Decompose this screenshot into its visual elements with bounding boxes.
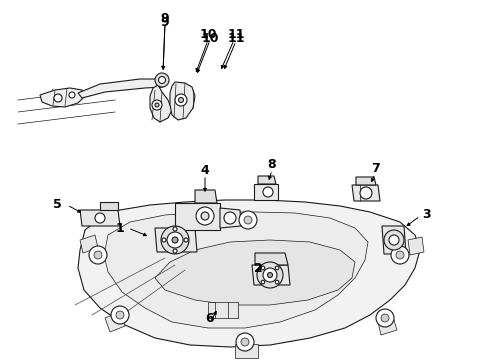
Circle shape	[152, 100, 162, 110]
Circle shape	[201, 212, 209, 220]
Text: 8: 8	[268, 158, 276, 171]
Circle shape	[175, 94, 187, 106]
Polygon shape	[254, 184, 278, 200]
Polygon shape	[352, 185, 380, 201]
Circle shape	[236, 333, 254, 351]
Polygon shape	[80, 210, 120, 226]
Polygon shape	[235, 344, 258, 358]
Polygon shape	[150, 85, 172, 122]
Circle shape	[381, 314, 389, 322]
Text: 9: 9	[161, 12, 170, 24]
Polygon shape	[220, 208, 241, 228]
Circle shape	[173, 227, 177, 231]
Circle shape	[158, 77, 166, 84]
Text: 5: 5	[52, 198, 61, 211]
Polygon shape	[40, 88, 84, 107]
Circle shape	[116, 311, 124, 319]
Circle shape	[224, 212, 236, 224]
Circle shape	[244, 216, 252, 224]
Circle shape	[69, 92, 75, 98]
Circle shape	[257, 262, 283, 288]
Polygon shape	[378, 317, 397, 335]
Circle shape	[384, 230, 404, 250]
Polygon shape	[255, 253, 288, 265]
Circle shape	[389, 235, 399, 245]
Circle shape	[263, 268, 277, 282]
Circle shape	[155, 103, 159, 107]
Circle shape	[261, 280, 265, 284]
Text: 7: 7	[370, 162, 379, 175]
Circle shape	[184, 238, 188, 242]
Text: 3: 3	[422, 208, 430, 221]
Text: 6: 6	[206, 311, 214, 324]
Circle shape	[162, 238, 166, 242]
Text: 10: 10	[201, 31, 219, 45]
Circle shape	[360, 187, 372, 199]
Polygon shape	[382, 226, 406, 254]
Polygon shape	[155, 228, 197, 252]
Text: 10: 10	[199, 27, 217, 40]
Polygon shape	[78, 200, 420, 347]
Polygon shape	[105, 312, 125, 332]
Text: 1: 1	[116, 221, 124, 234]
Polygon shape	[252, 265, 290, 285]
Polygon shape	[208, 302, 238, 318]
Polygon shape	[408, 237, 424, 255]
Text: 2: 2	[254, 261, 262, 274]
Circle shape	[241, 338, 249, 346]
Text: 9: 9	[161, 15, 170, 28]
Text: 11: 11	[227, 27, 245, 40]
Circle shape	[275, 266, 279, 270]
Text: 11: 11	[227, 31, 245, 45]
Circle shape	[396, 251, 404, 259]
Circle shape	[261, 266, 265, 270]
Polygon shape	[80, 235, 98, 253]
Circle shape	[391, 246, 409, 264]
Circle shape	[376, 309, 394, 327]
Circle shape	[54, 94, 62, 102]
Circle shape	[196, 207, 214, 225]
Circle shape	[268, 273, 272, 278]
Polygon shape	[258, 176, 276, 184]
Circle shape	[275, 280, 279, 284]
Circle shape	[155, 73, 169, 87]
Polygon shape	[155, 240, 355, 305]
Polygon shape	[356, 177, 376, 185]
Circle shape	[161, 226, 189, 254]
Circle shape	[172, 237, 178, 243]
Circle shape	[111, 306, 129, 324]
Polygon shape	[195, 190, 217, 203]
Circle shape	[173, 249, 177, 253]
Circle shape	[263, 187, 273, 197]
Polygon shape	[170, 82, 195, 120]
Polygon shape	[104, 212, 368, 328]
Circle shape	[167, 232, 183, 248]
Circle shape	[239, 211, 257, 229]
Polygon shape	[100, 202, 118, 210]
Polygon shape	[175, 203, 220, 230]
Circle shape	[95, 213, 105, 223]
Circle shape	[94, 251, 102, 259]
Circle shape	[178, 98, 183, 103]
Text: 4: 4	[200, 163, 209, 176]
Circle shape	[89, 246, 107, 264]
Polygon shape	[78, 79, 165, 98]
